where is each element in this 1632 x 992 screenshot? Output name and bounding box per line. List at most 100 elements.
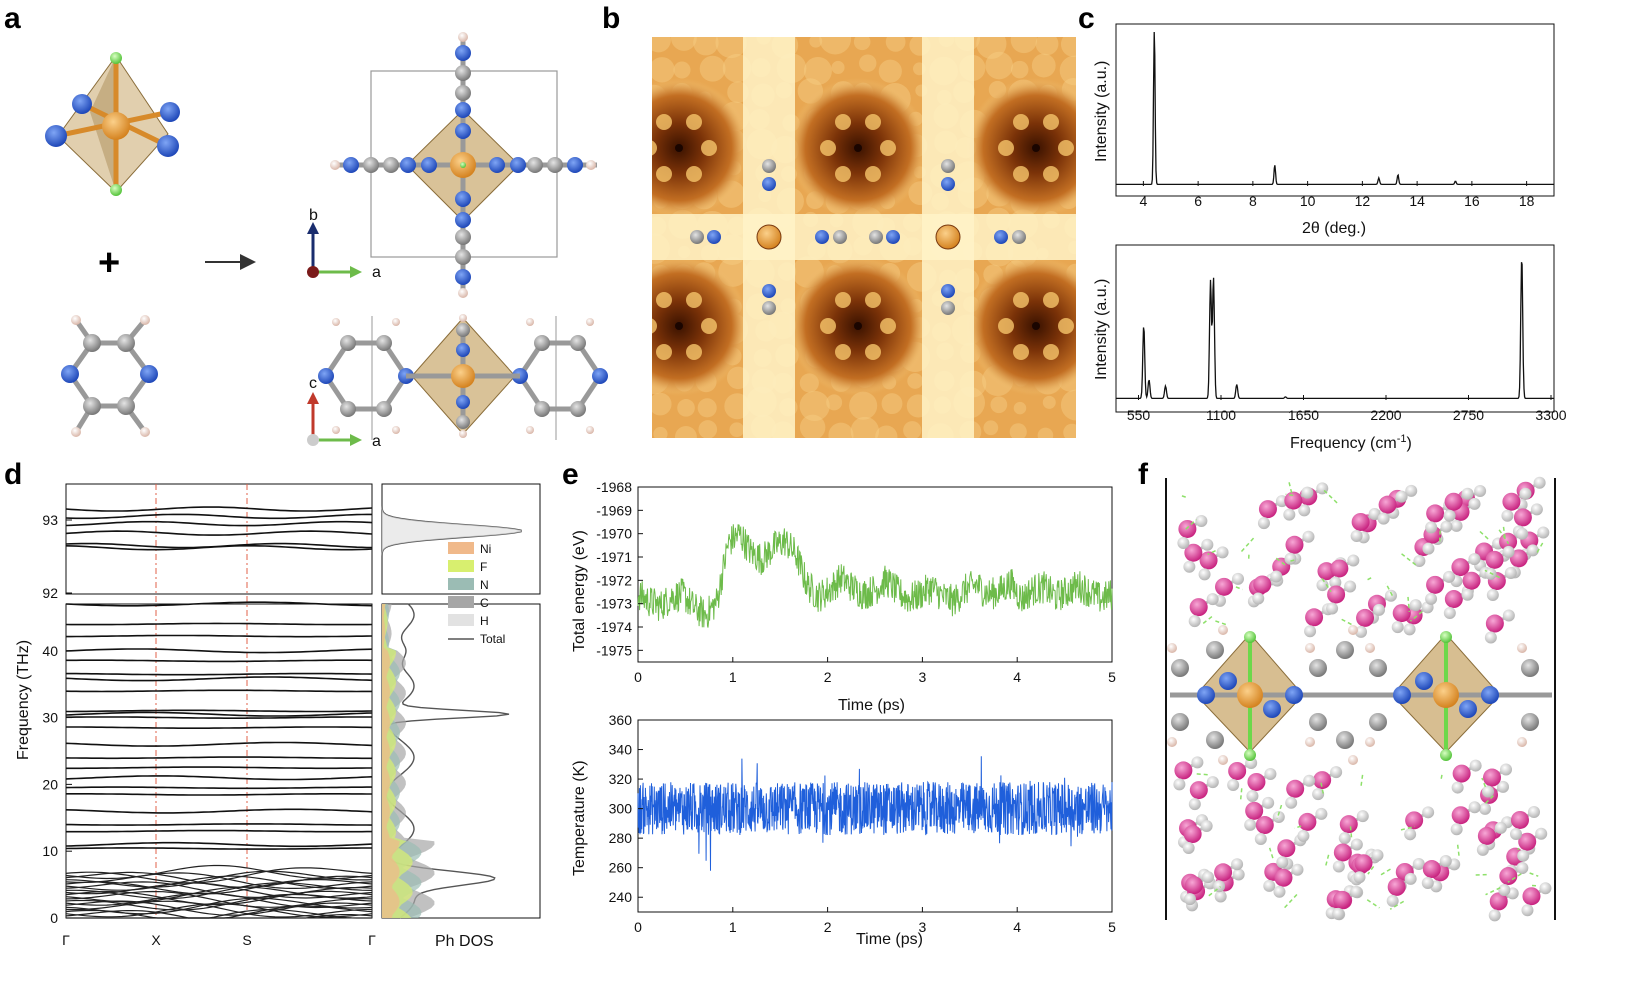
oxygen-atom (1274, 868, 1293, 887)
hydrogen-atom (1443, 509, 1456, 522)
carbon-atom (1206, 641, 1224, 659)
hydrogen-atom (1254, 833, 1267, 846)
phonon-band (66, 634, 373, 638)
hydrogen-atom (1232, 868, 1245, 881)
hydrogen-atom (1202, 871, 1215, 884)
panel-c-charts: 4 6 8 10 12 14 16 18 Intensity (a.u.) 2θ (deg.)… (1093, 23, 1567, 452)
fluorine-atom (1244, 749, 1256, 761)
atom-n (421, 157, 437, 173)
energy-series (637, 524, 1113, 628)
oxygen-atom (1451, 558, 1470, 577)
stm-bright-spot (1013, 114, 1029, 131)
stm-pore-center (854, 322, 862, 330)
hydrogen-bond (1207, 550, 1216, 556)
atom-c (383, 157, 399, 173)
stm-texture (729, 422, 745, 438)
nickel-atom (1433, 682, 1459, 708)
phonon-band (65, 786, 372, 790)
oxygen-atom (1255, 816, 1274, 835)
atom-h (459, 314, 467, 322)
oxygen-atom (1485, 614, 1504, 633)
atom-n (815, 230, 829, 244)
oxygen-atom (1333, 843, 1352, 862)
atom-n (455, 269, 471, 285)
x-tick-label: 4 (1013, 919, 1021, 935)
hydrogen-atom (1344, 580, 1357, 593)
oxygen-atom (1277, 839, 1296, 858)
framework-top-view (330, 32, 597, 298)
hydrogen-bond (1239, 787, 1243, 800)
atom-h (586, 318, 594, 326)
atom-h (392, 426, 400, 434)
atom-n (941, 284, 955, 298)
x-tick-label: 3 (919, 669, 927, 685)
hydrogen-bond (1484, 569, 1500, 579)
hydrogen-atom (1494, 821, 1507, 834)
oxygen-atom (1426, 504, 1445, 523)
y-tick-label: -1971 (596, 549, 632, 565)
phonon-band-upper (65, 530, 373, 536)
atom-c (363, 157, 379, 173)
x-tick-label: 2 (824, 919, 832, 935)
stm-bright-spot (835, 165, 851, 182)
stm-bright-spot (656, 292, 672, 309)
atom-h (458, 32, 468, 42)
stm-bright-spot (656, 114, 672, 131)
stm-texture (693, 37, 719, 56)
hydrogen-atom (1450, 519, 1463, 532)
atom-c (534, 401, 550, 417)
y-tick-label: -1975 (596, 642, 632, 658)
carbon-atom (1171, 713, 1189, 731)
hydrogen-bond (1385, 582, 1394, 596)
ring-hydrogen-atom (1348, 625, 1358, 635)
y-tick-label: -1969 (596, 502, 632, 518)
hydrogen-atom (1188, 798, 1201, 811)
hydrogen-bond (1529, 872, 1539, 877)
hydrogen-atom (1468, 497, 1481, 510)
hydrogen-atom (1231, 858, 1244, 871)
panel-label-f: f (1138, 458, 1149, 491)
hydrogen-atom (1425, 592, 1438, 605)
oxygen-atom (1339, 815, 1358, 834)
atom-n (455, 123, 471, 139)
oxygen-atom (1258, 500, 1277, 519)
hydrogen-bond (1401, 553, 1417, 566)
oxygen-atom (1489, 892, 1508, 911)
hydrogen-atom (1404, 872, 1417, 885)
stm-bright-spot (1043, 343, 1059, 360)
hydrogen-atom (1312, 788, 1325, 801)
atom-n (762, 284, 776, 298)
carbon-atom (1521, 659, 1539, 677)
oxygen-atom (1286, 779, 1305, 798)
hydrogen-atom (1468, 553, 1481, 566)
nitrogen-atom (1415, 672, 1433, 690)
hydrogen-atom (1405, 484, 1418, 497)
oxygen-atom (1228, 762, 1247, 781)
stm-bright-spot (865, 343, 881, 360)
hydrogen-bond (1483, 795, 1494, 806)
axis-a-label: a (372, 264, 381, 281)
hydrogen-atom (1527, 805, 1540, 818)
x-tick-label: 4 (1013, 669, 1021, 685)
y-tick-label: 93 (42, 512, 58, 528)
y-tick-label: 10 (42, 843, 58, 859)
phonon-band-acoustic (65, 900, 372, 918)
y-tick-label: -1968 (596, 479, 632, 495)
hydrogen-atom (1422, 542, 1435, 555)
atom-c (941, 301, 955, 315)
atom-h (459, 430, 467, 438)
hydrogen-atom (1521, 904, 1534, 917)
stm-texture (653, 426, 668, 438)
stm-bright-spot (998, 140, 1014, 156)
y-tick-label: 300 (609, 801, 633, 817)
oxygen-atom (1305, 608, 1324, 627)
hydrogen-atom (1263, 879, 1276, 892)
hydrogen-atom (1421, 877, 1434, 890)
hydrogen-atom (1246, 789, 1259, 802)
hydrogen-atom (1329, 576, 1342, 589)
atom-c (941, 159, 955, 173)
ir-xlabel: Frequency (cm-1) (1290, 433, 1412, 452)
stm-bright-spot (835, 114, 851, 131)
hydrogen-atom (1509, 827, 1522, 840)
hydrogen-atom (1519, 487, 1532, 500)
